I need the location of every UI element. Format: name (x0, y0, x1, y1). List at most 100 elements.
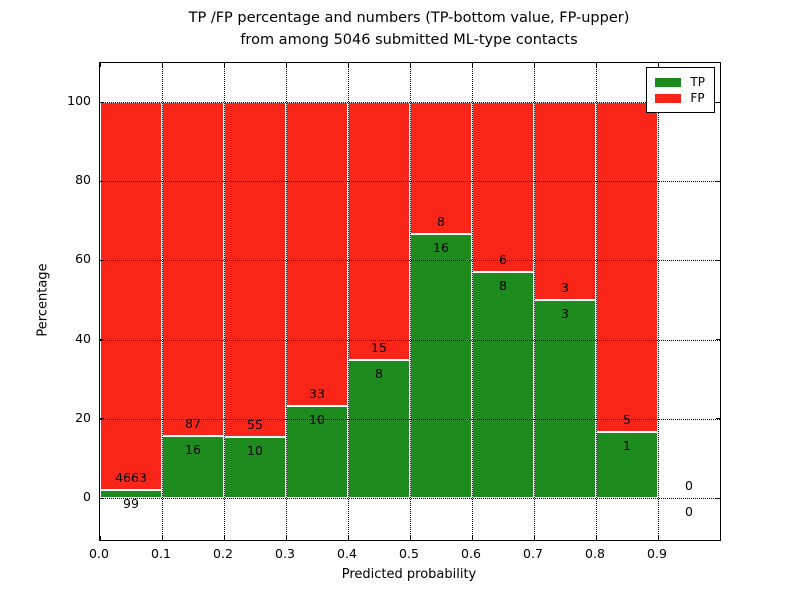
tp-bar-segment (286, 405, 348, 498)
x-gridline (410, 63, 411, 540)
fp-bar-segment (596, 102, 658, 432)
fp-bar-segment (224, 102, 286, 438)
x-tick-mark-top (657, 63, 659, 67)
fp-legend-swatch (655, 93, 682, 103)
x-tick-mark-top (285, 63, 287, 67)
fp-count-label: 33 (309, 385, 325, 401)
fp-count-label: 8 (437, 214, 445, 229)
tp-count-label: 10 (247, 443, 263, 459)
y-tick-mark-right (716, 339, 720, 341)
x-gridline (472, 63, 473, 540)
tp-bar-segment (534, 300, 596, 498)
x-tick-mark-bottom (99, 536, 101, 540)
x-gridline (224, 63, 225, 540)
fp-bar-segment (472, 102, 534, 272)
x-tick-mark-bottom (347, 536, 349, 540)
tp-count-label: 8 (375, 366, 383, 382)
y-tick-mark-left (100, 180, 104, 182)
tp-count-label: 10 (309, 411, 325, 427)
y-tick-mark-right (716, 180, 720, 182)
tp-legend-swatch (655, 77, 682, 87)
tp-count-label: 16 (185, 442, 201, 458)
fp-bar-segment (534, 102, 596, 300)
fp-count-label: 4663 (115, 469, 147, 485)
tp-bar-segment (596, 432, 658, 498)
legend-row: FP (655, 91, 705, 105)
x-tick-mark-top (161, 63, 163, 67)
fp-bar-segment (410, 102, 472, 234)
x-tick-mark-top (223, 63, 225, 67)
y-tick-mark-left (100, 339, 104, 341)
fp-count-label: 87 (185, 416, 201, 432)
y-tick-mark-left (100, 497, 104, 499)
x-tick-mark-bottom (161, 536, 163, 540)
x-tick-label: 0.2 (213, 546, 233, 561)
fp-count-label: 15 (371, 340, 387, 356)
fp-count-label: 0 (685, 478, 693, 493)
tp-bar-segment (348, 360, 410, 498)
y-tick-mark-left (100, 259, 104, 261)
x-tick-mark-bottom (533, 536, 535, 540)
fp-bar-segment (348, 102, 410, 361)
tp-bar-segment (100, 489, 162, 498)
x-tick-label: 0.6 (461, 546, 481, 561)
x-gridline (596, 63, 597, 540)
x-gridline (348, 63, 349, 540)
y-axis-label: Percentage (35, 263, 51, 337)
y-tick-label: 20 (75, 409, 91, 425)
x-tick-mark-top (533, 63, 535, 67)
x-tick-label: 0.9 (647, 546, 667, 561)
fp-count-label: 5 (623, 412, 631, 427)
x-gridline (162, 63, 163, 540)
y-tick-label: 100 (67, 93, 91, 108)
fp-bar-segment (286, 102, 348, 406)
tp-count-label: 16 (433, 240, 449, 255)
x-gridline (286, 63, 287, 540)
tp-count-label: 3 (561, 306, 569, 321)
tp-bar-segment (472, 271, 534, 498)
x-tick-mark-top (99, 63, 101, 67)
x-gridline (534, 63, 535, 540)
tp-bar-segment (224, 437, 286, 498)
x-tick-mark-bottom (223, 536, 225, 540)
x-tick-label: 0.4 (337, 546, 357, 561)
x-tick-mark-top (409, 63, 411, 67)
x-tick-label: 0.5 (399, 546, 419, 561)
chart-title-line2: from among 5046 submitted ML-type contac… (240, 32, 578, 48)
y-tick-mark-right (716, 101, 720, 103)
x-tick-label: 0.1 (151, 546, 171, 561)
legend-row: TP (655, 75, 705, 89)
y-tick-mark-left (100, 101, 104, 103)
x-tick-label: 0.3 (275, 546, 295, 561)
y-tick-mark-right (716, 497, 720, 499)
legend-label: FP (690, 91, 705, 105)
plot-area: 4663 99 87 16 55 10 33 10 15 8 8 16 6 8 3 3 5 1 0 0 TP FP (99, 62, 721, 541)
legend-label: TP (690, 75, 705, 89)
fp-count-label: 55 (247, 417, 263, 433)
x-tick-label: 0.0 (89, 546, 109, 561)
y-tick-label: 80 (75, 172, 91, 188)
fp-bar-segment (162, 102, 224, 437)
tp-count-label: 8 (499, 277, 507, 293)
tp-bar-segment (410, 234, 472, 498)
fp-count-label: 3 (561, 280, 569, 295)
fp-count-label: 6 (499, 251, 507, 267)
x-tick-label: 0.7 (523, 546, 543, 561)
chart-title-line1: TP /FP percentage and numbers (TP-bottom… (188, 10, 630, 26)
x-gridline (658, 63, 659, 540)
tp-count-label: 0 (685, 504, 693, 519)
tp-count-label: 1 (623, 438, 631, 453)
x-tick-mark-top (471, 63, 473, 67)
y-tick-label: 60 (75, 251, 91, 267)
x-tick-mark-top (347, 63, 349, 67)
y-tick-label: 0 (83, 489, 91, 504)
x-tick-label: 0.8 (585, 546, 605, 561)
tp-count-label: 99 (123, 495, 139, 511)
fp-bar-segment (100, 102, 162, 490)
legend: TP FP (646, 67, 715, 113)
x-tick-mark-bottom (409, 536, 411, 540)
y-tick-mark-left (100, 418, 104, 420)
x-axis-label: Predicted probability (341, 567, 477, 582)
x-tick-mark-bottom (285, 536, 287, 540)
